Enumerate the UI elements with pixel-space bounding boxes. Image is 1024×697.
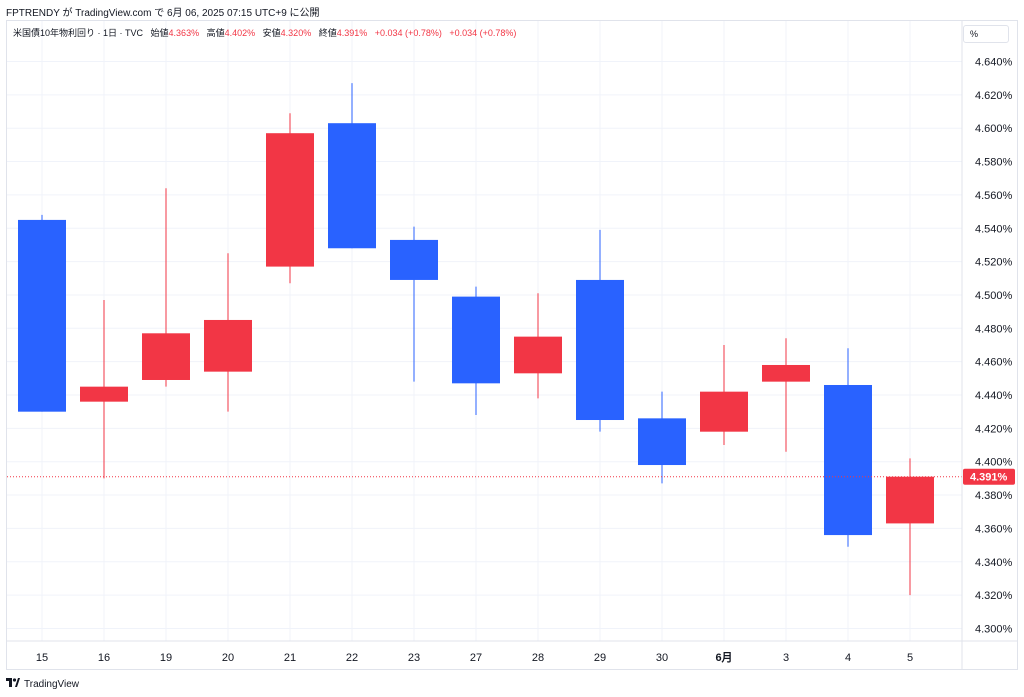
- candle-body: [700, 391, 748, 432]
- legend-open-value: 4.363%: [168, 28, 200, 38]
- x-tick-label: 28: [532, 652, 544, 664]
- candle: [18, 214, 66, 412]
- x-tick-label: 3: [783, 652, 789, 664]
- legend-symbol: 米国債10年物利回り · 1日 · TVC: [13, 28, 144, 38]
- y-axis[interactable]: 4.640% 4.620% 4.600% 4.580% 4.560% 4.540% 4.52…: [961, 21, 1015, 670]
- last-price-badge: [963, 468, 1015, 485]
- x-tick-label: 27: [470, 652, 482, 664]
- x-tick-label: 20: [222, 652, 234, 664]
- chart-legend: 米国債10年物利回り · 1日 · TVC 始値4.363% 高値4.402% …: [13, 26, 516, 39]
- x-tick-label: 23: [408, 652, 420, 664]
- y-tick-label: 4.440%: [975, 390, 1013, 402]
- candle: [266, 113, 314, 284]
- candle-body: [452, 296, 500, 384]
- candle: [638, 391, 686, 484]
- y-tick-label: 4.540%: [975, 223, 1013, 235]
- candle-body: [266, 133, 314, 267]
- candle-body: [390, 239, 438, 280]
- x-tick-label: 19: [160, 652, 172, 664]
- candle-body: [762, 364, 810, 382]
- y-tick-label: 4.320%: [975, 590, 1013, 602]
- candle: [762, 338, 810, 452]
- candle: [824, 348, 872, 547]
- x-tick-label: 5: [907, 652, 913, 664]
- y-tick-label: 4.400%: [975, 457, 1013, 469]
- legend-high-value: 4.402%: [224, 28, 256, 38]
- y-tick-label: 4.380%: [975, 490, 1013, 502]
- y-tick-label: 4.620%: [975, 90, 1013, 102]
- legend-open-label: 始値: [150, 28, 169, 38]
- y-tick-label: 4.340%: [975, 557, 1013, 569]
- y-tick-label: 4.640%: [975, 57, 1013, 69]
- x-tick-label: 4: [845, 652, 851, 664]
- candle: [328, 83, 376, 249]
- candle-body: [638, 418, 686, 466]
- y-tick-label: 4.480%: [975, 323, 1013, 335]
- legend-low-label: 安値: [262, 28, 281, 38]
- candle: [452, 286, 500, 416]
- legend-change-2: +0.034 (+0.78%): [449, 28, 517, 38]
- chart-frame[interactable]: 4.640% 4.620% 4.600% 4.580% 4.560% 4.540% 4.52…: [6, 20, 1018, 670]
- candle-body: [18, 219, 66, 412]
- publisher-line: FPTRENDY が TradingView.com で 6月 06, 2025…: [6, 8, 320, 19]
- candle: [514, 293, 562, 399]
- y-tick-label: 4.300%: [975, 623, 1013, 635]
- y-tick-label: 4.360%: [975, 523, 1013, 535]
- unit-toggle-button[interactable]: %: [963, 25, 1009, 43]
- candle: [142, 188, 190, 387]
- last-price-label: 4.391%: [970, 472, 1008, 484]
- x-axis[interactable]: 15 16 19 20 21 22 23 27 28 29 30 6月 3 4 5: [7, 640, 1018, 664]
- legend-low-value: 4.320%: [280, 28, 312, 38]
- legend-close-value: 4.391%: [336, 28, 368, 38]
- candle-body: [824, 384, 872, 536]
- y-tick-label: 4.580%: [975, 157, 1013, 169]
- y-tick-label: 4.520%: [975, 257, 1013, 269]
- y-tick-label: 4.500%: [975, 290, 1013, 302]
- y-tick-label: 4.560%: [975, 190, 1013, 202]
- legend-change-1: +0.034 (+0.78%): [374, 28, 442, 38]
- candlestick-chart[interactable]: 4.640% 4.620% 4.600% 4.580% 4.560% 4.540% 4.52…: [7, 21, 1018, 670]
- y-tick-label: 4.420%: [975, 423, 1013, 435]
- y-tick-label: 4.600%: [975, 123, 1013, 135]
- candle-layer: [18, 83, 934, 596]
- y-tick-label: 4.460%: [975, 357, 1013, 369]
- x-tick-label: 16: [98, 652, 110, 664]
- candle: [886, 458, 934, 596]
- candle-body: [886, 476, 934, 524]
- candle-body: [204, 319, 252, 372]
- candle: [390, 226, 438, 382]
- legend-high-label: 高値: [206, 28, 225, 38]
- candle-body: [576, 279, 624, 421]
- candle-body: [514, 336, 562, 374]
- candle-body: [142, 333, 190, 380]
- legend-close-label: 終値: [318, 28, 337, 38]
- candle: [576, 229, 624, 432]
- x-tick-label: 15: [36, 652, 48, 664]
- candle: [80, 299, 128, 479]
- candle-body: [328, 123, 376, 249]
- footer-branding: TradingView: [6, 678, 79, 690]
- footer-brand-text: TradingView: [24, 678, 80, 690]
- x-tick-label: 21: [284, 652, 296, 664]
- candle-body: [80, 386, 128, 402]
- x-tick-label: 30: [656, 652, 668, 664]
- tradingview-logo-icon: [6, 678, 20, 690]
- x-tick-label: 29: [594, 652, 606, 664]
- x-tick-label: 6月: [715, 651, 732, 664]
- x-tick-label: 22: [346, 652, 358, 664]
- candle: [204, 253, 252, 412]
- candle: [700, 344, 748, 446]
